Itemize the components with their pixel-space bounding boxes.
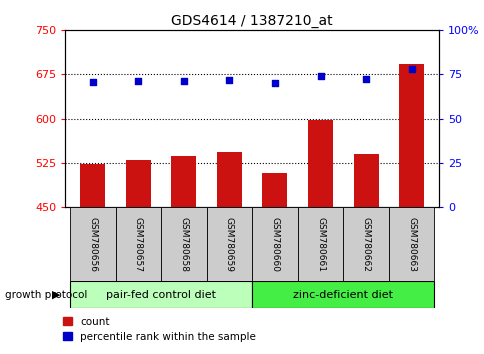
Bar <box>353 154 378 207</box>
Point <box>180 79 187 84</box>
Bar <box>125 160 151 207</box>
Bar <box>161 207 206 281</box>
Point <box>225 77 233 82</box>
Text: pair-fed control diet: pair-fed control diet <box>106 290 216 300</box>
Bar <box>307 120 333 207</box>
Text: ▶: ▶ <box>52 290 60 300</box>
Legend: count, percentile rank within the sample: count, percentile rank within the sample <box>63 316 256 342</box>
Bar <box>398 64 423 207</box>
Text: GSM780656: GSM780656 <box>88 217 97 272</box>
Bar <box>171 156 196 207</box>
Bar <box>206 207 252 281</box>
Bar <box>115 207 161 281</box>
Bar <box>70 281 252 308</box>
Bar <box>262 173 287 207</box>
Text: GSM780663: GSM780663 <box>406 217 415 272</box>
Bar <box>70 207 115 281</box>
Text: GSM780657: GSM780657 <box>134 217 143 272</box>
Bar <box>216 152 242 207</box>
Text: GSM780660: GSM780660 <box>270 217 279 272</box>
Bar <box>252 281 434 308</box>
Point <box>89 80 96 85</box>
Text: growth protocol: growth protocol <box>5 290 87 300</box>
Title: GDS4614 / 1387210_at: GDS4614 / 1387210_at <box>171 14 333 28</box>
Text: GSM780659: GSM780659 <box>225 217 233 272</box>
Point <box>134 78 142 83</box>
Text: GSM780662: GSM780662 <box>361 217 370 272</box>
Bar <box>297 207 343 281</box>
Bar <box>80 164 105 207</box>
Text: GSM780661: GSM780661 <box>316 217 324 272</box>
Text: zinc-deficient diet: zinc-deficient diet <box>293 290 393 300</box>
Point <box>362 76 369 81</box>
Bar <box>252 207 297 281</box>
Bar <box>388 207 434 281</box>
Point <box>407 66 415 72</box>
Point <box>316 73 324 79</box>
Point <box>271 80 278 86</box>
Text: GSM780658: GSM780658 <box>179 217 188 272</box>
Bar <box>343 207 388 281</box>
